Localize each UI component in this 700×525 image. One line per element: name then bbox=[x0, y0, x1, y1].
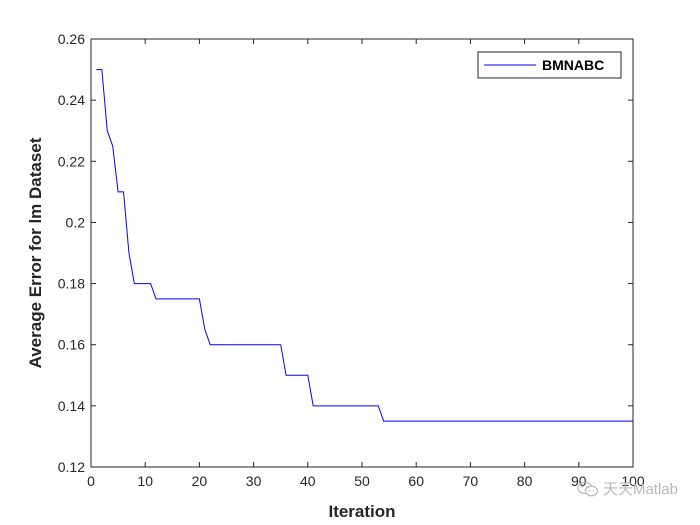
x-tick-label: 40 bbox=[300, 473, 316, 489]
y-tick-label: 0.12 bbox=[58, 459, 85, 475]
watermark: 天天Matlab bbox=[577, 478, 678, 499]
y-axis-ticks: 0.12 0.14 0.16 0.18 0.2 0.22 0.24 0.26 bbox=[58, 31, 633, 475]
x-tick-label: 70 bbox=[463, 473, 479, 489]
x-tick-label: 0 bbox=[87, 473, 95, 489]
x-tick-label: 20 bbox=[192, 473, 208, 489]
x-tick-label: 30 bbox=[246, 473, 262, 489]
x-axis-ticks: 0 10 20 30 40 50 60 70 80 90 100 bbox=[87, 39, 645, 489]
y-tick-label: 0.24 bbox=[58, 92, 85, 108]
legend-label: BMNABC bbox=[542, 57, 604, 73]
x-axis-title: Iteration bbox=[328, 502, 395, 521]
y-tick-label: 0.2 bbox=[66, 214, 86, 230]
series-line-bmnabc bbox=[96, 69, 633, 422]
x-tick-label: 90 bbox=[571, 473, 587, 489]
y-tick-label: 0.26 bbox=[58, 31, 85, 47]
x-tick-label: 50 bbox=[354, 473, 370, 489]
plot-area bbox=[90, 38, 634, 468]
y-tick-label: 0.16 bbox=[58, 337, 85, 353]
series-layer bbox=[96, 69, 633, 422]
watermark-text: 天天Matlab bbox=[602, 481, 678, 498]
y-tick-label: 0.18 bbox=[58, 276, 85, 292]
y-tick-label: 0.22 bbox=[58, 153, 85, 169]
x-tick-label: 80 bbox=[517, 473, 533, 489]
legend: BMNABC bbox=[477, 51, 622, 79]
y-axis-title: Average Error for lm Dataset bbox=[26, 137, 45, 368]
y-tick-label: 0.14 bbox=[58, 398, 85, 414]
x-tick-label: 60 bbox=[408, 473, 424, 489]
x-tick-label: 10 bbox=[137, 473, 153, 489]
x-tick-label: 100 bbox=[621, 473, 645, 489]
wechat-icon bbox=[577, 481, 599, 496]
